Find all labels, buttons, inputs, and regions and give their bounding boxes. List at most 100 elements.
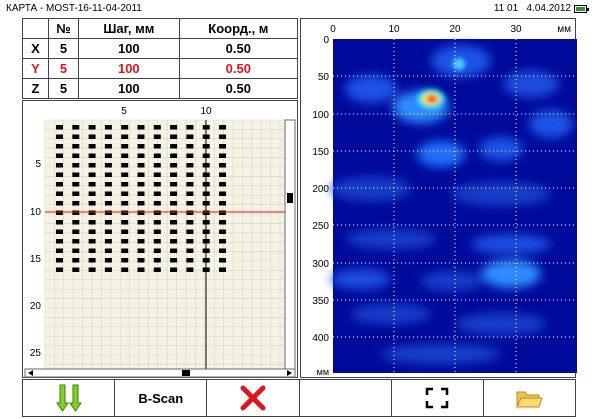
scan-point[interactable] [137,163,145,168]
scan-point[interactable] [56,229,63,235]
double-down-arrow-button[interactable] [23,380,116,416]
scan-point[interactable] [186,248,194,254]
scan-point[interactable] [56,220,63,225]
scan-point[interactable] [104,191,112,197]
scan-point[interactable] [219,258,226,263]
scan-point[interactable] [104,229,112,235]
scan-point[interactable] [153,172,161,178]
scan-point[interactable] [137,210,145,216]
scan-point[interactable] [121,267,129,273]
scan-point[interactable] [88,210,96,216]
step-cell[interactable]: 100 [77,58,180,79]
scan-point[interactable] [186,229,194,235]
scan-point[interactable] [72,201,80,206]
scan-point[interactable] [170,229,178,235]
scan-point[interactable] [121,134,129,140]
empty-toolbar-slot[interactable] [300,380,392,416]
scan-point[interactable] [104,144,112,149]
scan-point[interactable] [88,258,96,263]
scan-point[interactable] [88,172,96,178]
scan-point[interactable] [170,220,178,225]
scan-point[interactable] [219,182,226,187]
scan-point[interactable] [72,144,80,149]
scan-point[interactable] [88,134,96,140]
scan-point[interactable] [56,248,63,254]
scan-point[interactable] [72,239,80,244]
scan-point[interactable] [186,258,194,263]
scan-point[interactable] [88,153,96,159]
scan-point[interactable] [170,258,178,263]
scan-point[interactable] [121,229,129,235]
scan-point[interactable] [72,220,80,225]
scan-point[interactable] [56,191,63,197]
scan-point[interactable] [137,134,145,140]
scan-point[interactable] [153,153,161,159]
scan-point[interactable] [170,267,178,273]
scan-point[interactable] [56,267,63,273]
num-cell[interactable]: 5 [48,58,79,79]
cancel-button[interactable] [207,380,300,416]
bscan-image[interactable]: 0 10 20 30 мм 0 50 100 150 200 250 300 3… [301,19,577,379]
scan-point[interactable] [88,267,96,273]
scan-point[interactable] [219,210,226,216]
scan-point[interactable] [137,267,145,273]
scan-point[interactable] [121,201,129,206]
scan-point[interactable] [88,182,96,187]
scan-point[interactable] [56,172,63,178]
scan-point[interactable] [104,134,112,140]
scan-point[interactable] [121,191,129,197]
scan-point[interactable] [137,220,145,225]
scan-point[interactable] [104,172,112,178]
scan-point[interactable] [137,182,145,187]
scan-point[interactable] [104,125,112,130]
scan-point[interactable] [72,258,80,263]
scan-point[interactable] [56,153,63,159]
scan-point[interactable] [186,267,194,273]
scan-point[interactable] [153,125,161,130]
scan-point[interactable] [56,201,63,206]
scan-point[interactable] [72,134,80,140]
scan-point[interactable] [219,191,226,197]
scan-point[interactable] [186,239,194,244]
scan-point[interactable] [219,201,226,206]
scan-point[interactable] [72,125,80,130]
coord-cell[interactable]: 0.50 [178,58,299,79]
scan-point[interactable] [88,229,96,235]
scan-point[interactable] [219,134,226,140]
scan-point[interactable] [121,248,129,254]
scan-point[interactable] [170,182,178,187]
scan-point[interactable] [186,220,194,225]
scan-point[interactable] [104,258,112,263]
scan-point[interactable] [121,210,129,216]
scan-point[interactable] [219,172,226,178]
scan-point[interactable] [153,267,161,273]
scan-point[interactable] [121,125,129,130]
table-row-y[interactable]: Y 5 100 0.50 [22,58,299,79]
point-grid-panel[interactable]: 5 10 5 10 15 20 25 [22,100,298,378]
scan-point[interactable] [137,201,145,206]
scan-point[interactable] [72,163,80,168]
scan-point[interactable] [153,134,161,140]
bscan-button[interactable]: B-Scan [115,380,208,416]
scan-point[interactable] [88,201,96,206]
scan-point[interactable] [137,258,145,263]
scan-point[interactable] [56,258,63,263]
scan-point[interactable] [219,163,226,168]
scan-point[interactable] [72,210,80,216]
table-row-x[interactable]: X 5 100 0.50 [22,38,299,59]
scan-point[interactable] [121,172,129,178]
scan-point[interactable] [153,144,161,149]
scan-point[interactable] [137,248,145,254]
scan-point[interactable] [56,182,63,187]
scan-point[interactable] [72,182,80,187]
scan-point[interactable] [88,125,96,130]
scan-point[interactable] [153,201,161,206]
scan-point[interactable] [56,239,63,244]
scan-point[interactable] [72,172,80,178]
scan-point[interactable] [121,144,129,149]
scan-point[interactable] [186,144,194,149]
scan-point[interactable] [72,248,80,254]
step-cell[interactable]: 100 [77,78,180,99]
point-grid[interactable]: 5 10 5 10 15 20 25 [23,101,299,379]
scan-point[interactable] [153,210,161,216]
